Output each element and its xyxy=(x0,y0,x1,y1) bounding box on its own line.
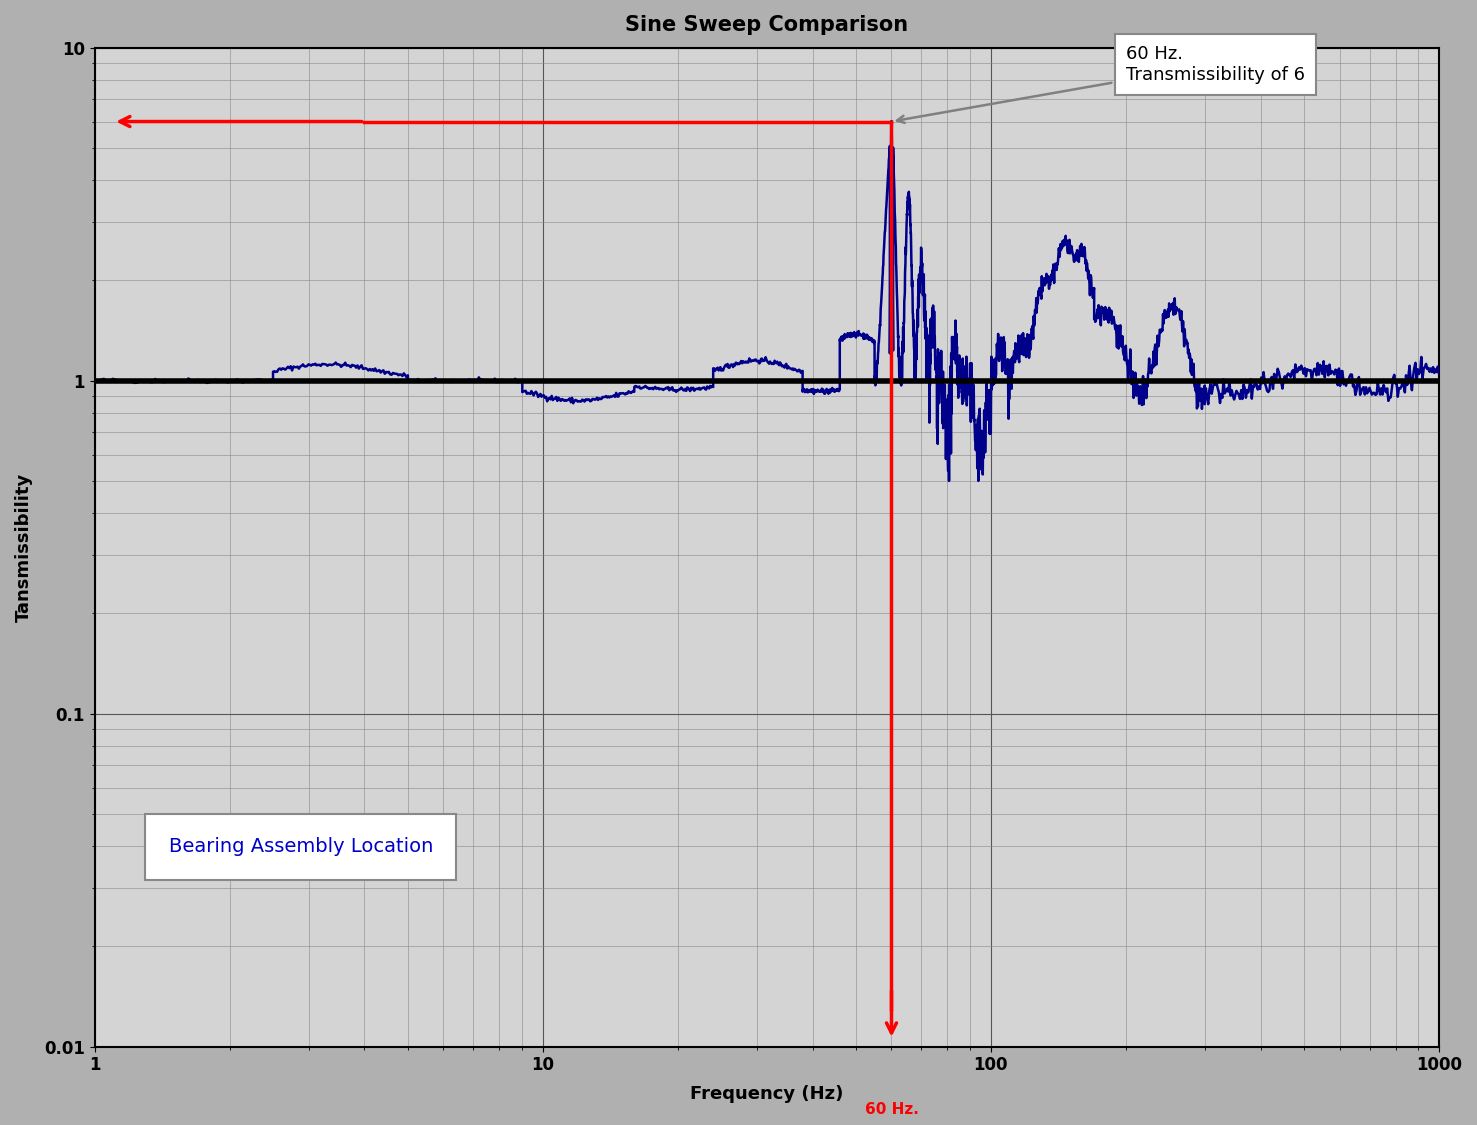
Title: Sine Sweep Comparison: Sine Sweep Comparison xyxy=(625,15,908,35)
Text: 60 Hz.
Transmissibility of 6: 60 Hz. Transmissibility of 6 xyxy=(897,45,1304,123)
Text: 60 Hz.: 60 Hz. xyxy=(864,1102,919,1117)
X-axis label: Frequency (Hz): Frequency (Hz) xyxy=(690,1086,843,1104)
Text: Bearing Assembly Location: Bearing Assembly Location xyxy=(168,837,433,856)
Y-axis label: Tansmissibility: Tansmissibility xyxy=(15,472,32,622)
